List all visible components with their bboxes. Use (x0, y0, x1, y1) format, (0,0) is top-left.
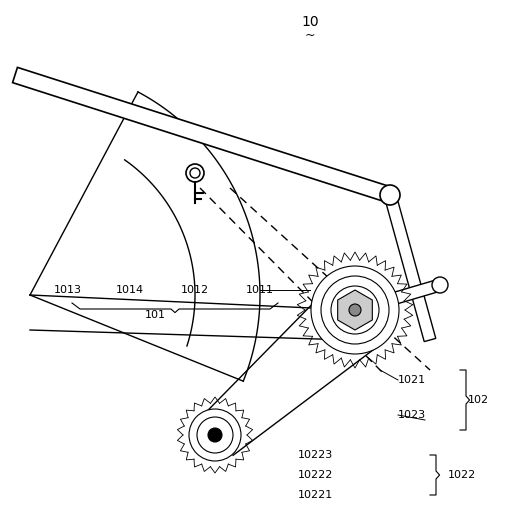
Text: 1012: 1012 (181, 285, 209, 295)
Circle shape (320, 276, 388, 344)
Circle shape (196, 417, 232, 453)
Polygon shape (13, 67, 392, 203)
Circle shape (431, 277, 447, 293)
Polygon shape (383, 193, 435, 341)
Text: 10222: 10222 (297, 470, 333, 480)
Circle shape (311, 266, 398, 354)
Text: 1013: 1013 (54, 285, 82, 295)
Text: 10: 10 (300, 15, 318, 29)
Polygon shape (352, 279, 441, 316)
Text: 102: 102 (467, 395, 488, 405)
Text: 10223: 10223 (297, 450, 333, 460)
Circle shape (348, 304, 360, 316)
Text: 1014: 1014 (116, 285, 144, 295)
Text: 10221: 10221 (297, 490, 333, 500)
Circle shape (186, 164, 204, 182)
Circle shape (379, 185, 399, 205)
Polygon shape (337, 290, 372, 330)
Circle shape (338, 294, 370, 326)
Circle shape (189, 168, 199, 178)
Text: 1022: 1022 (447, 470, 475, 480)
Circle shape (330, 286, 378, 334)
Text: 1011: 1011 (245, 285, 274, 295)
Text: ~: ~ (304, 29, 315, 41)
Text: 101: 101 (144, 310, 165, 320)
Text: 1023: 1023 (397, 410, 425, 420)
Circle shape (189, 409, 240, 461)
Circle shape (208, 428, 222, 442)
Text: 1021: 1021 (397, 375, 425, 385)
